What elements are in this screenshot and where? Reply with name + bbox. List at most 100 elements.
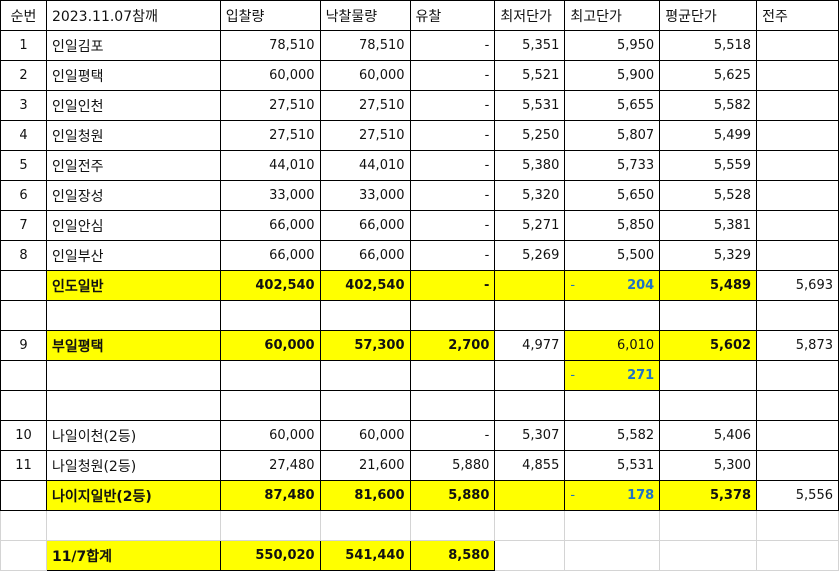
cell-min-price[interactable]: 5,320 <box>494 180 566 211</box>
cell-name[interactable] <box>45 360 221 391</box>
cell-name[interactable]: 인일부산 <box>45 240 221 271</box>
cell-avg-price[interactable] <box>659 540 758 571</box>
cell-max-price[interactable]: - 178 <box>564 480 661 511</box>
cell-bid-qty[interactable]: 60,000 <box>219 420 321 451</box>
cell-no[interactable]: 1 <box>0 30 47 61</box>
cell-avg-price[interactable]: 5,559 <box>659 150 758 181</box>
cell-no[interactable] <box>0 510 47 541</box>
cell-prev-week[interactable]: 5,693 <box>756 270 839 301</box>
cell-award-qty[interactable]: 81,600 <box>319 480 411 511</box>
cell-prev-week[interactable]: 5,556 <box>756 480 839 511</box>
cell-bid-qty[interactable]: 66,000 <box>219 210 321 241</box>
cell-max-price[interactable]: 5,650 <box>564 180 661 211</box>
cell-award-qty[interactable]: 60,000 <box>319 60 411 91</box>
cell-no[interactable]: 10 <box>0 420 47 451</box>
cell-avg-price[interactable]: 5,406 <box>659 420 758 451</box>
cell-max-price[interactable]: 5,500 <box>564 240 661 271</box>
cell-no[interactable] <box>0 270 47 301</box>
cell-avg-price[interactable]: 5,528 <box>659 180 758 211</box>
cell-award-qty[interactable]: 33,000 <box>319 180 411 211</box>
cell-avg-price[interactable]: 5,489 <box>659 270 758 301</box>
cell-min-price[interactable]: 5,250 <box>494 120 566 151</box>
cell-award-qty[interactable] <box>319 390 411 421</box>
cell-min-price[interactable] <box>494 510 566 541</box>
cell-name[interactable] <box>45 300 221 331</box>
header-name[interactable]: 2023.11.07참깨 <box>45 0 221 31</box>
cell-avg-price[interactable]: 5,499 <box>659 120 758 151</box>
cell-prev-week[interactable] <box>756 60 839 91</box>
cell-no[interactable] <box>0 390 47 421</box>
cell-avg-price[interactable]: 5,381 <box>659 210 758 241</box>
cell-bid-qty[interactable]: 27,480 <box>219 450 321 481</box>
cell-prev-week[interactable] <box>756 390 839 421</box>
cell-award-qty[interactable] <box>319 360 411 391</box>
cell-bid-qty[interactable]: 550,020 <box>219 540 321 571</box>
cell-max-price[interactable]: 5,807 <box>564 120 661 151</box>
cell-min-price[interactable]: 5,269 <box>494 240 566 271</box>
cell-max-price[interactable]: - 204 <box>564 270 661 301</box>
cell-name[interactable]: 인일안심 <box>45 210 221 241</box>
cell-unsold[interactable]: 2,700 <box>409 330 496 361</box>
cell-max-price[interactable]: 5,582 <box>564 420 661 451</box>
cell-unsold[interactable]: 5,880 <box>409 450 496 481</box>
cell-unsold[interactable]: - <box>409 240 496 271</box>
cell-unsold[interactable] <box>409 360 496 391</box>
cell-min-price[interactable]: 5,351 <box>494 30 566 61</box>
cell-name[interactable]: 부일평택 <box>45 330 221 361</box>
cell-avg-price[interactable]: 5,625 <box>659 60 758 91</box>
cell-name[interactable]: 인도일반 <box>45 270 221 301</box>
cell-award-qty[interactable]: 60,000 <box>319 420 411 451</box>
cell-max-price[interactable] <box>564 510 661 541</box>
cell-no[interactable] <box>0 300 47 331</box>
cell-bid-qty[interactable]: 44,010 <box>219 150 321 181</box>
cell-unsold[interactable] <box>409 390 496 421</box>
cell-min-price[interactable] <box>494 390 566 421</box>
cell-award-qty[interactable]: 44,010 <box>319 150 411 181</box>
header-prev-week[interactable]: 전주 <box>756 0 839 31</box>
cell-unsold[interactable]: - <box>409 30 496 61</box>
cell-unsold[interactable]: - <box>409 120 496 151</box>
cell-award-qty[interactable]: 57,300 <box>319 330 411 361</box>
cell-prev-week[interactable] <box>756 510 839 541</box>
header-avg-price[interactable]: 평균단가 <box>659 0 758 31</box>
header-unsold[interactable]: 유찰 <box>409 0 496 31</box>
cell-bid-qty[interactable]: 66,000 <box>219 240 321 271</box>
cell-name[interactable] <box>45 390 221 421</box>
cell-name[interactable]: 인일청원 <box>45 120 221 151</box>
cell-avg-price[interactable]: 5,582 <box>659 90 758 121</box>
cell-unsold[interactable]: - <box>409 210 496 241</box>
cell-avg-price[interactable] <box>659 300 758 331</box>
cell-no[interactable]: 2 <box>0 60 47 91</box>
header-min-price[interactable]: 최저단가 <box>494 0 566 31</box>
cell-no[interactable]: 5 <box>0 150 47 181</box>
cell-no[interactable]: 4 <box>0 120 47 151</box>
cell-max-price[interactable]: - 271 <box>564 360 661 391</box>
cell-max-price[interactable] <box>564 300 661 331</box>
cell-bid-qty[interactable]: 60,000 <box>219 330 321 361</box>
cell-name[interactable]: 나일이천(2등) <box>45 420 221 451</box>
cell-unsold[interactable]: - <box>409 90 496 121</box>
cell-avg-price[interactable]: 5,378 <box>659 480 758 511</box>
cell-award-qty[interactable]: 66,000 <box>319 240 411 271</box>
cell-name[interactable]: 11/7합계 <box>45 540 221 571</box>
cell-bid-qty[interactable] <box>219 390 321 421</box>
cell-avg-price[interactable] <box>659 510 758 541</box>
header-no[interactable]: 순번 <box>0 0 47 31</box>
cell-unsold[interactable] <box>409 510 496 541</box>
cell-no[interactable]: 8 <box>0 240 47 271</box>
cell-name[interactable]: 나이지일반(2등) <box>45 480 221 511</box>
cell-min-price[interactable] <box>494 360 566 391</box>
cell-bid-qty[interactable]: 27,510 <box>219 120 321 151</box>
cell-no[interactable]: 9 <box>0 330 47 361</box>
cell-min-price[interactable] <box>494 540 566 571</box>
cell-max-price[interactable]: 6,010 <box>564 330 661 361</box>
cell-award-qty[interactable]: 27,510 <box>319 90 411 121</box>
cell-award-qty[interactable]: 21,600 <box>319 450 411 481</box>
cell-min-price[interactable] <box>494 480 566 511</box>
cell-avg-price[interactable]: 5,518 <box>659 30 758 61</box>
cell-min-price[interactable]: 4,855 <box>494 450 566 481</box>
cell-bid-qty[interactable]: 33,000 <box>219 180 321 211</box>
cell-name[interactable]: 나일청원(2등) <box>45 450 221 481</box>
cell-max-price[interactable]: 5,850 <box>564 210 661 241</box>
cell-unsold[interactable]: - <box>409 60 496 91</box>
